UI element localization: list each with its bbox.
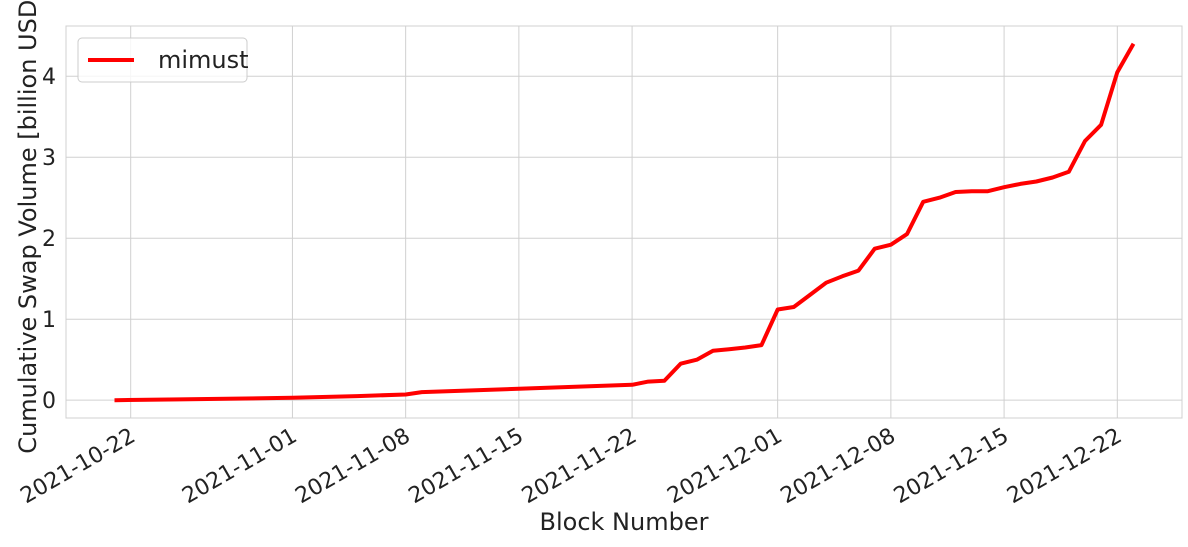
x-tick-label: 2021-12-01	[663, 424, 786, 510]
x-axis-label: Block Number	[540, 508, 709, 536]
x-tick-label: 2021-11-15	[405, 424, 528, 510]
y-tick-label: 0	[42, 389, 56, 414]
x-tick-label: 2021-12-08	[777, 424, 900, 510]
y-tick-label: 1	[42, 308, 56, 333]
y-tick-label: 4	[42, 65, 56, 90]
legend: mimust	[77, 37, 249, 83]
line	[114, 42, 1136, 403]
y-tick-label: 2	[42, 227, 56, 252]
y-tick-label: 3	[42, 146, 56, 171]
legend-box	[77, 37, 248, 83]
y-axis-label: Cumulative Swap Volume [billion USD]	[14, 0, 42, 454]
grid	[65, 25, 1183, 419]
frame	[65, 25, 1183, 419]
x-tick-label: 2021-11-08	[291, 424, 414, 510]
x-tick-label: 2021-12-22	[1003, 424, 1126, 510]
plot-area	[66, 26, 1182, 418]
x-tick-label: 2021-12-15	[890, 424, 1013, 510]
x-tick-label: 2021-11-01	[178, 424, 301, 510]
x-tick-label: 2021-11-22	[518, 424, 641, 510]
marks	[114, 42, 1136, 403]
legend-label: mimust	[158, 46, 249, 74]
